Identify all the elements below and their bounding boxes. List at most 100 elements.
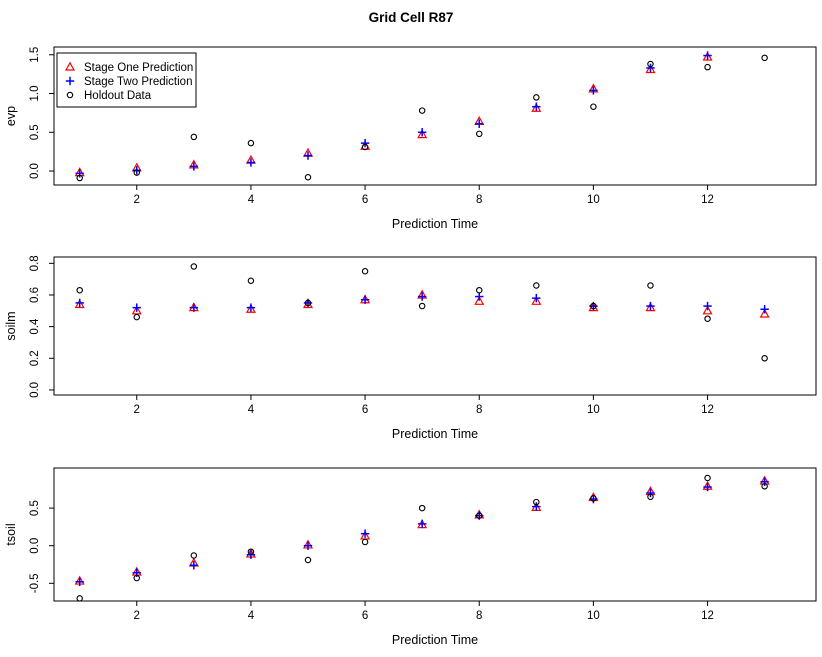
marker-circle-open bbox=[761, 483, 768, 490]
x-tick-label: 4 bbox=[248, 194, 255, 206]
marker-triangle-open bbox=[474, 295, 485, 305]
marker-plus bbox=[189, 561, 199, 570]
marker-circle-open bbox=[304, 556, 312, 564]
marker-circle-open bbox=[475, 286, 483, 294]
panel-soilm: 2 4 6 8 10 12 0.0 0.2 0.4 0.6 0.8 Prediction Time so… bbox=[4, 255, 817, 441]
legend-box bbox=[56, 52, 197, 108]
marker-plus bbox=[703, 301, 712, 311]
x-tick-label: 10 bbox=[587, 610, 600, 622]
marker-circle-open bbox=[190, 263, 198, 270]
y-tick-label: 0.0 bbox=[29, 382, 41, 398]
marker-triangle-open bbox=[245, 303, 256, 313]
x-axis-label: Prediction Time bbox=[392, 427, 478, 441]
y-tick-label: 0.6 bbox=[29, 287, 41, 303]
marker-circle-open bbox=[761, 54, 768, 62]
marker-triangle-open bbox=[702, 305, 713, 315]
marker-plus bbox=[646, 301, 655, 311]
marker-plus bbox=[75, 169, 84, 178]
marker-circle-open bbox=[133, 313, 141, 321]
marker-triangle-open bbox=[74, 299, 85, 309]
marker-plus bbox=[303, 541, 313, 550]
marker-circle-open bbox=[475, 512, 483, 519]
y-tick-label: 0.8 bbox=[29, 255, 41, 271]
marker-circle-open bbox=[704, 315, 711, 322]
marker-plus bbox=[75, 577, 84, 587]
marker-circle-open bbox=[590, 103, 597, 110]
marker-triangle-open bbox=[702, 51, 713, 61]
y-tick-label: 0.5 bbox=[29, 124, 41, 140]
x-tick-label: 10 bbox=[587, 404, 600, 416]
marker-plus bbox=[703, 482, 712, 492]
x-tick-label: 8 bbox=[476, 610, 482, 622]
x-tick-label: 12 bbox=[701, 610, 714, 622]
marker-triangle-open bbox=[64, 61, 76, 71]
marker-plus bbox=[417, 292, 427, 301]
marker-circle-open bbox=[247, 548, 255, 555]
marker-plus bbox=[360, 138, 370, 148]
x-tick-label: 8 bbox=[476, 194, 482, 206]
x-tick-label: 4 bbox=[248, 610, 255, 622]
marker-plus bbox=[417, 519, 427, 529]
marker-plus bbox=[417, 128, 427, 137]
marker-circle-open bbox=[76, 595, 83, 602]
x-tick-label: 6 bbox=[362, 610, 368, 622]
y-tick-label: 0.4 bbox=[29, 318, 41, 335]
x-axis-label: Prediction Time bbox=[392, 633, 478, 647]
marker-circle-open bbox=[133, 574, 141, 582]
marker-circle-open bbox=[590, 302, 597, 310]
marker-circle-open bbox=[418, 504, 426, 512]
marker-triangle-open bbox=[645, 302, 656, 312]
plot-box bbox=[53, 46, 817, 186]
marker-circle-open bbox=[704, 474, 711, 482]
marker-plus bbox=[189, 303, 199, 312]
marker-plus bbox=[532, 102, 541, 111]
marker-plus bbox=[246, 303, 256, 312]
marker-circle-open bbox=[190, 552, 198, 559]
marker-circle-open bbox=[304, 173, 312, 181]
marker-circle-open bbox=[247, 277, 255, 284]
y-tick-label: -0.5 bbox=[29, 573, 41, 593]
x-tick-label: 12 bbox=[701, 404, 714, 416]
marker-circle-open bbox=[533, 94, 540, 101]
legend-label: Stage Two Prediction bbox=[84, 76, 192, 88]
x-tick-label: 4 bbox=[248, 404, 255, 416]
y-axis-label: soilm bbox=[4, 311, 18, 340]
marker-circle-open bbox=[304, 299, 312, 307]
y-tick-label: 1.0 bbox=[29, 86, 41, 102]
marker-circle-open bbox=[704, 63, 711, 71]
marker-triangle-open bbox=[588, 302, 599, 312]
plot-box bbox=[53, 467, 817, 602]
marker-triangle-open bbox=[131, 305, 142, 315]
marker-circle-open bbox=[247, 139, 255, 147]
x-tick-label: 2 bbox=[134, 194, 140, 206]
y-tick-label: 0.0 bbox=[29, 538, 41, 554]
marker-circle-open bbox=[418, 107, 426, 114]
marker-circle-open bbox=[647, 60, 654, 68]
marker-plus bbox=[360, 529, 370, 538]
chart-title: Grid Cell R87 bbox=[368, 10, 454, 25]
marker-plus bbox=[589, 86, 598, 95]
legend-label: Holdout Data bbox=[84, 90, 152, 102]
marker-circle-open bbox=[133, 169, 141, 176]
marker-circle-open bbox=[533, 498, 540, 506]
y-tick-label: 0.2 bbox=[29, 350, 41, 366]
x-tick-label: 2 bbox=[134, 404, 140, 416]
marker-circle-open bbox=[76, 174, 83, 182]
marker-plus bbox=[65, 76, 75, 86]
y-axis-label: evp bbox=[4, 106, 18, 126]
marker-plus bbox=[475, 119, 484, 128]
marker-plus bbox=[75, 298, 84, 308]
marker-triangle-open bbox=[759, 308, 770, 318]
marker-plus bbox=[189, 162, 199, 171]
marker-plus bbox=[646, 63, 655, 73]
marker-triangle-open bbox=[531, 102, 542, 112]
marker-plus bbox=[646, 488, 655, 498]
marker-circle-open bbox=[66, 91, 74, 99]
marker-plus bbox=[303, 151, 313, 160]
marker-circle-open bbox=[361, 143, 369, 151]
panel-evp: 2 4 6 8 10 12 0.0 0.5 1.0 1.5 Prediction Time evp St… bbox=[4, 46, 817, 231]
marker-circle-open bbox=[361, 538, 369, 546]
marker-plus bbox=[760, 305, 769, 314]
marker-triangle-open bbox=[302, 299, 314, 309]
